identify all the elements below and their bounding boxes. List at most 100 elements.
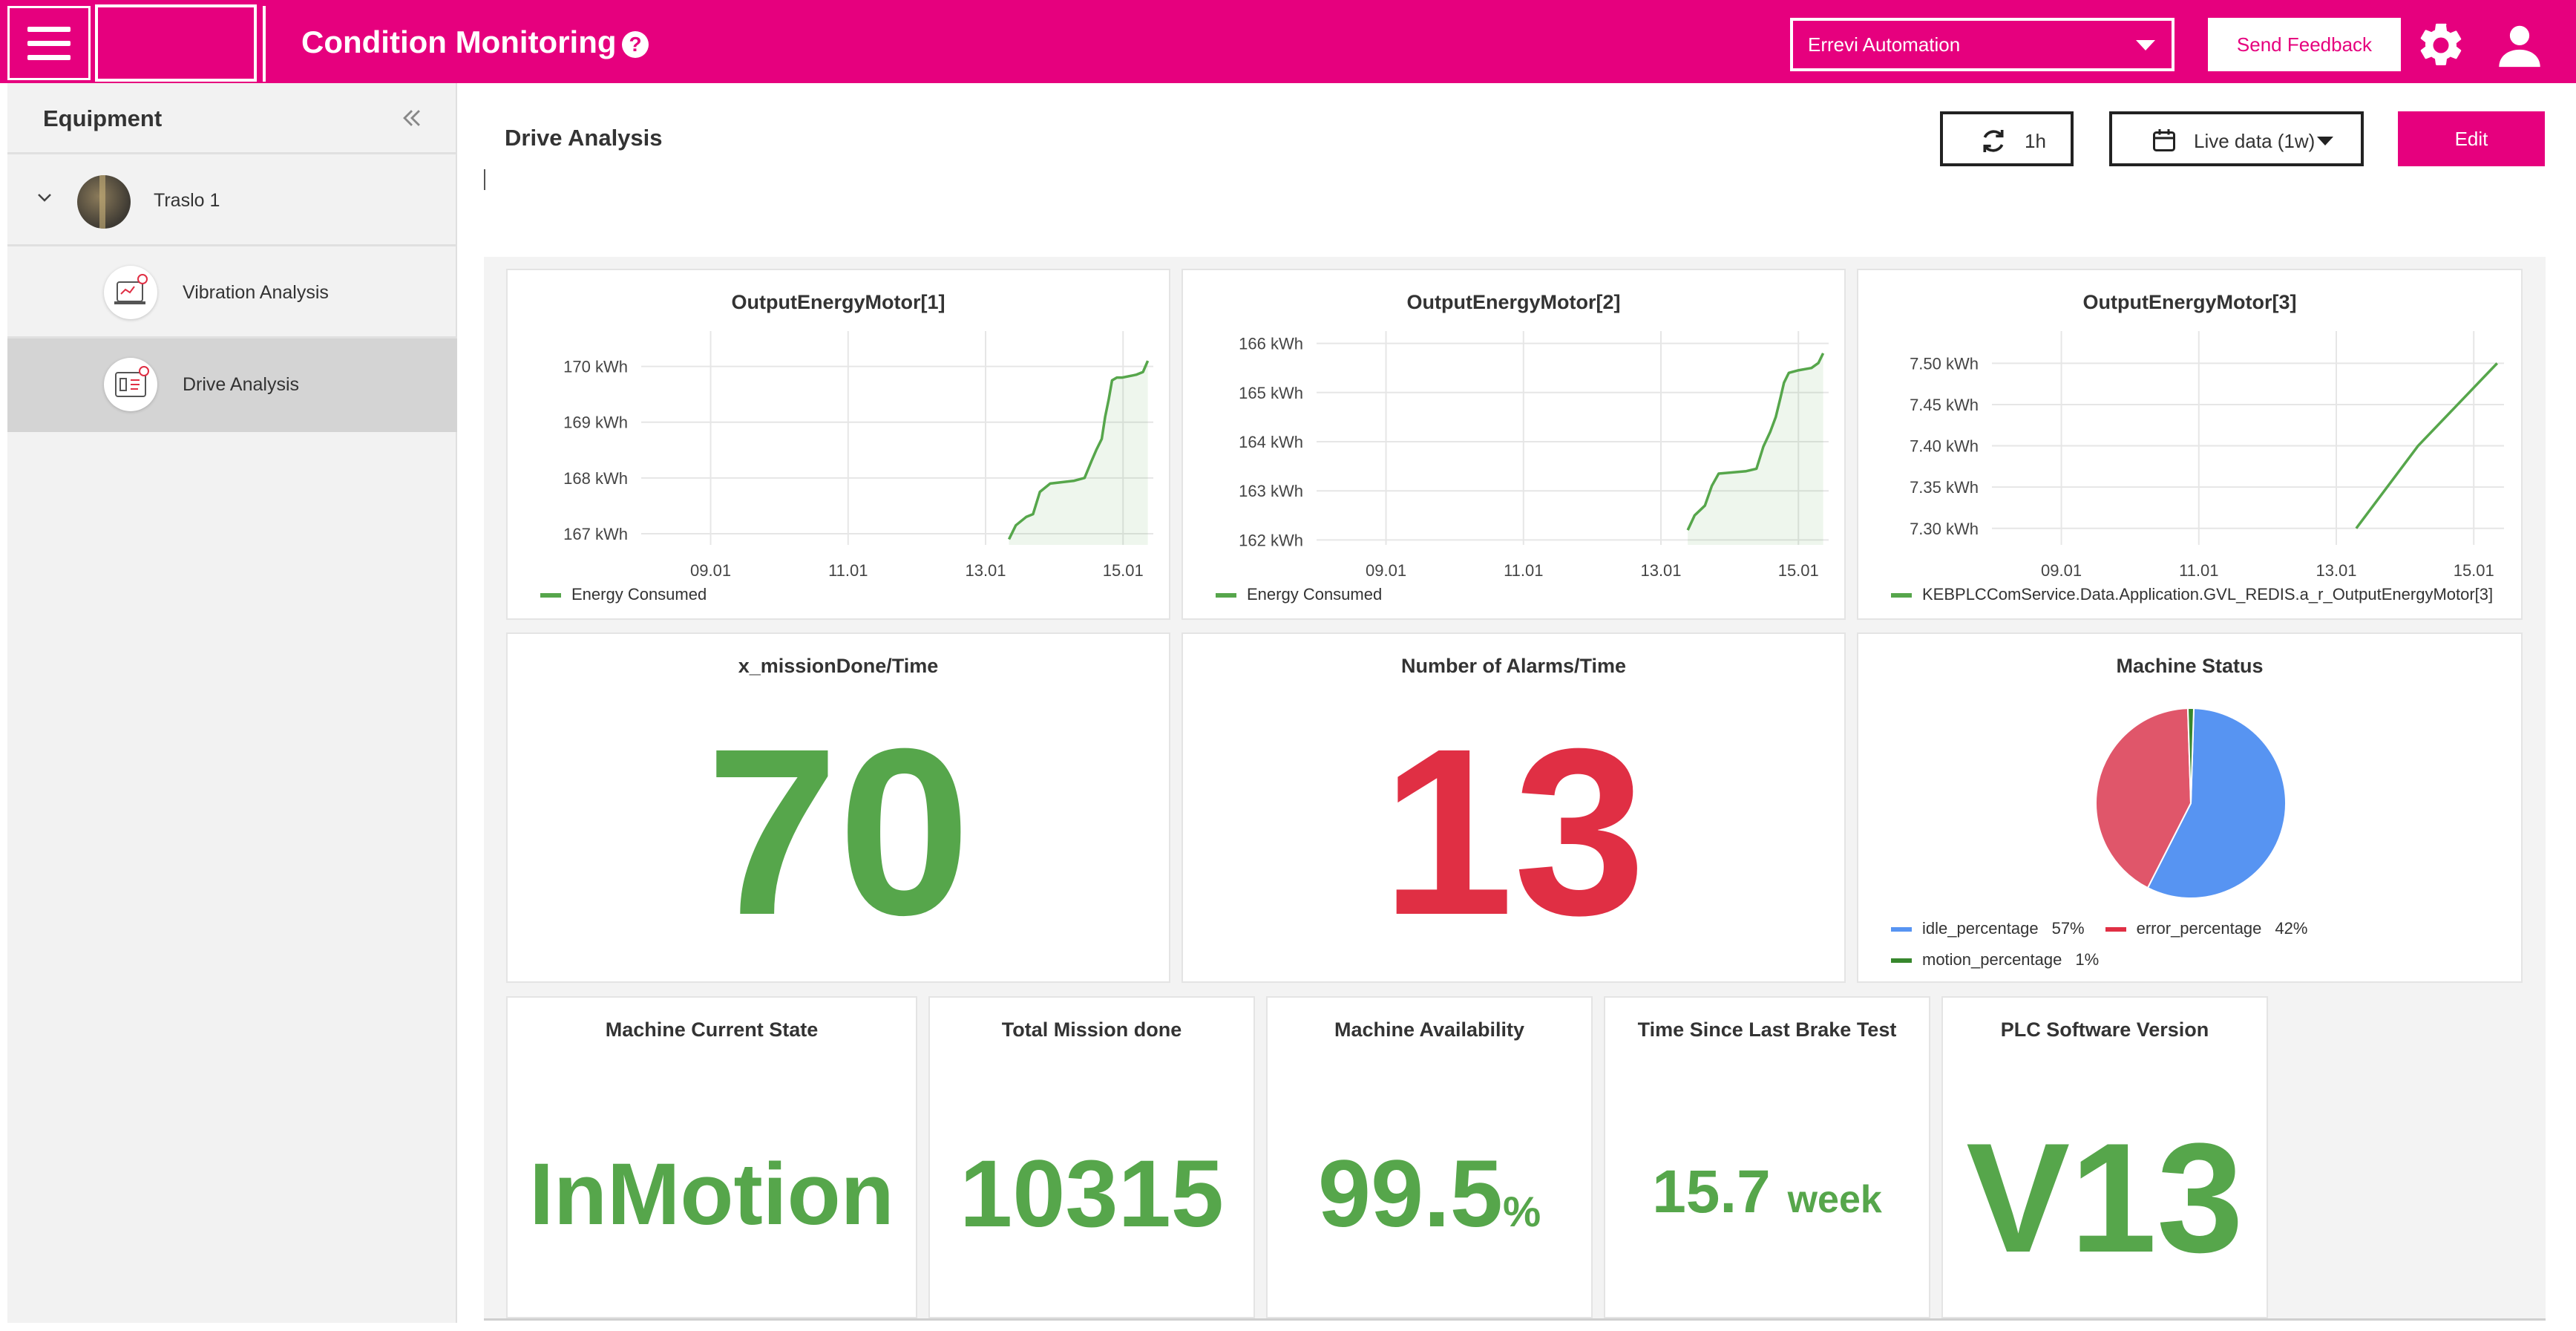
panel-title: OutputEnergyMotor[3] — [2082, 291, 2297, 313]
stat-value: 13 — [1381, 699, 1646, 964]
machine-current-state-panel: Machine Current State InMotion — [506, 996, 917, 1318]
chart-legend[interactable]: KEBPLCComService.Data.Application.GVL_RE… — [1891, 585, 2493, 604]
stat-value: 15.7 week — [1605, 1155, 1929, 1237]
brake-test-value: 15.7 — [1652, 1158, 1771, 1226]
top-bar: Condition Monitoring ? Errevi Automation… — [0, 0, 2576, 83]
machine-status-pie — [2094, 707, 2287, 899]
y-tick-label: 7.30 kWh — [1910, 520, 1979, 538]
panel-title: Number of Alarms/Time — [1400, 655, 1627, 677]
energy-motor-2-panel: OutputEnergyMotor[2] 162 kWh 163 kWh 164 k… — [1182, 269, 1846, 620]
panel-title: Total Mission done — [1001, 1018, 1182, 1041]
caret-down-icon — [2317, 137, 2333, 145]
legend-label: KEBPLCComService.Data.Application.GVL_RE… — [1922, 585, 2494, 604]
series-area — [1688, 353, 1823, 545]
sidebar-item-drive-analysis[interactable]: Drive Analysis — [7, 339, 457, 432]
send-feedback-button[interactable]: Send Feedback — [2208, 18, 2401, 71]
y-tick-label: 169 kWh — [563, 413, 628, 432]
y-tick-label: 162 kWh — [1239, 531, 1303, 549]
sidebar-item-label: Drive Analysis — [183, 374, 299, 395]
stat-value: 99.5% — [1268, 1146, 1591, 1260]
equipment-thumbnail — [77, 175, 131, 229]
dashboard-icon — [104, 358, 157, 411]
energy-motor-1-chart: 167 kWh 168 kWh 169 kWh 170 kWh 09.01 11.01 13… — [563, 331, 1153, 580]
time-range-label: Live data (1w) — [2194, 130, 2316, 152]
legend-value: 42% — [2275, 919, 2308, 938]
machine-status-panel: Machine Status idle_percentage 57% error_p… — [1857, 632, 2523, 983]
y-tick-label: 7.50 kWh — [1910, 354, 1979, 373]
panel-title: x_missionDone/Time — [738, 655, 939, 677]
stat-value: V13 — [1966, 1111, 2244, 1285]
page-bottom-border — [484, 1318, 2546, 1321]
availability-unit: % — [1502, 1188, 1541, 1236]
stat-value: 10315 — [960, 1141, 1224, 1247]
series-area — [1009, 361, 1148, 545]
plc-software-version-panel: PLC Software Version V13 — [1941, 996, 2268, 1318]
logo-placeholder[interactable] — [95, 4, 257, 82]
question-circle-icon[interactable]: ? — [622, 31, 649, 58]
energy-motor-1-panel: OutputEnergyMotor[1] 167 kWh 168 kWh 169 k… — [506, 269, 1170, 620]
refresh-interval-button[interactable]: 1h — [1940, 111, 2074, 166]
dashboard-icon — [104, 266, 157, 319]
x-tick-label: 13.01 — [2316, 561, 2356, 580]
app-title: Condition Monitoring — [301, 24, 617, 59]
sidebar-item-label: Vibration Analysis — [183, 282, 329, 303]
double-chevron-left-icon[interactable] — [399, 105, 425, 136]
y-tick-label: 166 kWh — [1239, 335, 1303, 353]
page-title: Drive Analysis — [505, 125, 663, 151]
hamburger-menu-icon[interactable] — [7, 6, 91, 80]
organization-select[interactable]: Errevi Automation — [1790, 18, 2174, 71]
pie-slice-error-percentage — [2094, 707, 2192, 889]
chart-legend[interactable]: Energy Consumed — [540, 585, 707, 604]
legend-value: 57% — [2051, 919, 2085, 938]
energy-motor-3-panel: OutputEnergyMotor[3] 7.30 kWh 7.35 kWh 7.4… — [1857, 269, 2523, 620]
pie-slice-idle-percentage — [2146, 707, 2287, 899]
edit-button[interactable]: Edit — [2398, 111, 2545, 166]
legend-label: Energy Consumed — [1247, 585, 1383, 604]
y-tick-label: 167 kWh — [563, 525, 628, 543]
pie-legend[interactable]: idle_percentage 57% error_percentage 42% — [1891, 919, 2328, 938]
panel-title: OutputEnergyMotor[1] — [731, 291, 945, 313]
x-tick-label: 11.01 — [2179, 561, 2218, 580]
chart-legend[interactable]: Energy Consumed — [1216, 585, 1382, 604]
pie-legend[interactable]: motion_percentage 1% — [1891, 950, 2120, 969]
brake-test-unit: week — [1787, 1178, 1882, 1221]
y-tick-label: 163 kWh — [1239, 482, 1303, 500]
header-divider — [263, 6, 266, 82]
legend-swatch — [1891, 958, 1912, 964]
dashboard-grid: OutputEnergyMotor[1] 167 kWh 168 kWh 169 k… — [484, 257, 2546, 1318]
y-tick-label: 7.35 kWh — [1910, 478, 1979, 497]
sidebar-item-vibration-analysis[interactable]: Vibration Analysis — [7, 246, 457, 339]
x-tick-label: 11.01 — [828, 561, 868, 580]
series-line — [1007, 360, 1150, 540]
sidebar-item-label: Traslo 1 — [154, 190, 220, 211]
legend-label: idle_percentage — [1922, 919, 2039, 938]
total-mission-done-panel: Total Mission done 10315 — [928, 996, 1255, 1318]
text-cursor — [484, 169, 485, 190]
caret-down-icon — [2136, 40, 2155, 50]
y-tick-label: 7.40 kWh — [1910, 437, 1979, 456]
legend-label: error_percentage — [2136, 919, 2262, 938]
sidebar-item-traslo-1[interactable]: Traslo 1 — [7, 154, 457, 246]
legend-swatch — [1891, 927, 1912, 932]
user-account-icon[interactable] — [2494, 19, 2546, 71]
hamburger-line — [27, 40, 71, 46]
chevron-down-icon[interactable] — [36, 189, 53, 206]
machine-availability-panel: Machine Availability 99.5% — [1266, 996, 1593, 1318]
y-tick-label: 164 kWh — [1239, 433, 1303, 451]
time-range-picker[interactable]: Live data (1w) — [2109, 111, 2364, 166]
legend-swatch — [1891, 593, 1912, 598]
y-tick-label: 165 kWh — [1239, 384, 1303, 402]
pie-slice-motion-percentage — [2186, 707, 2195, 804]
panel-title: Machine Availability — [1334, 1018, 1525, 1041]
panel-title: OutputEnergyMotor[2] — [1406, 291, 1621, 313]
y-tick-label: 168 kWh — [563, 469, 628, 488]
gear-icon[interactable] — [2415, 19, 2467, 71]
x-tick-label: 15.01 — [1103, 561, 1144, 580]
x-tick-label: 13.01 — [965, 561, 1006, 580]
series-line — [1686, 353, 1825, 531]
legend-swatch — [2105, 927, 2126, 932]
refresh-icon — [1983, 130, 2004, 152]
panel-title: Machine Current State — [605, 1018, 819, 1041]
legend-label: Energy Consumed — [571, 585, 707, 604]
x-tick-label: 13.01 — [1640, 561, 1681, 580]
